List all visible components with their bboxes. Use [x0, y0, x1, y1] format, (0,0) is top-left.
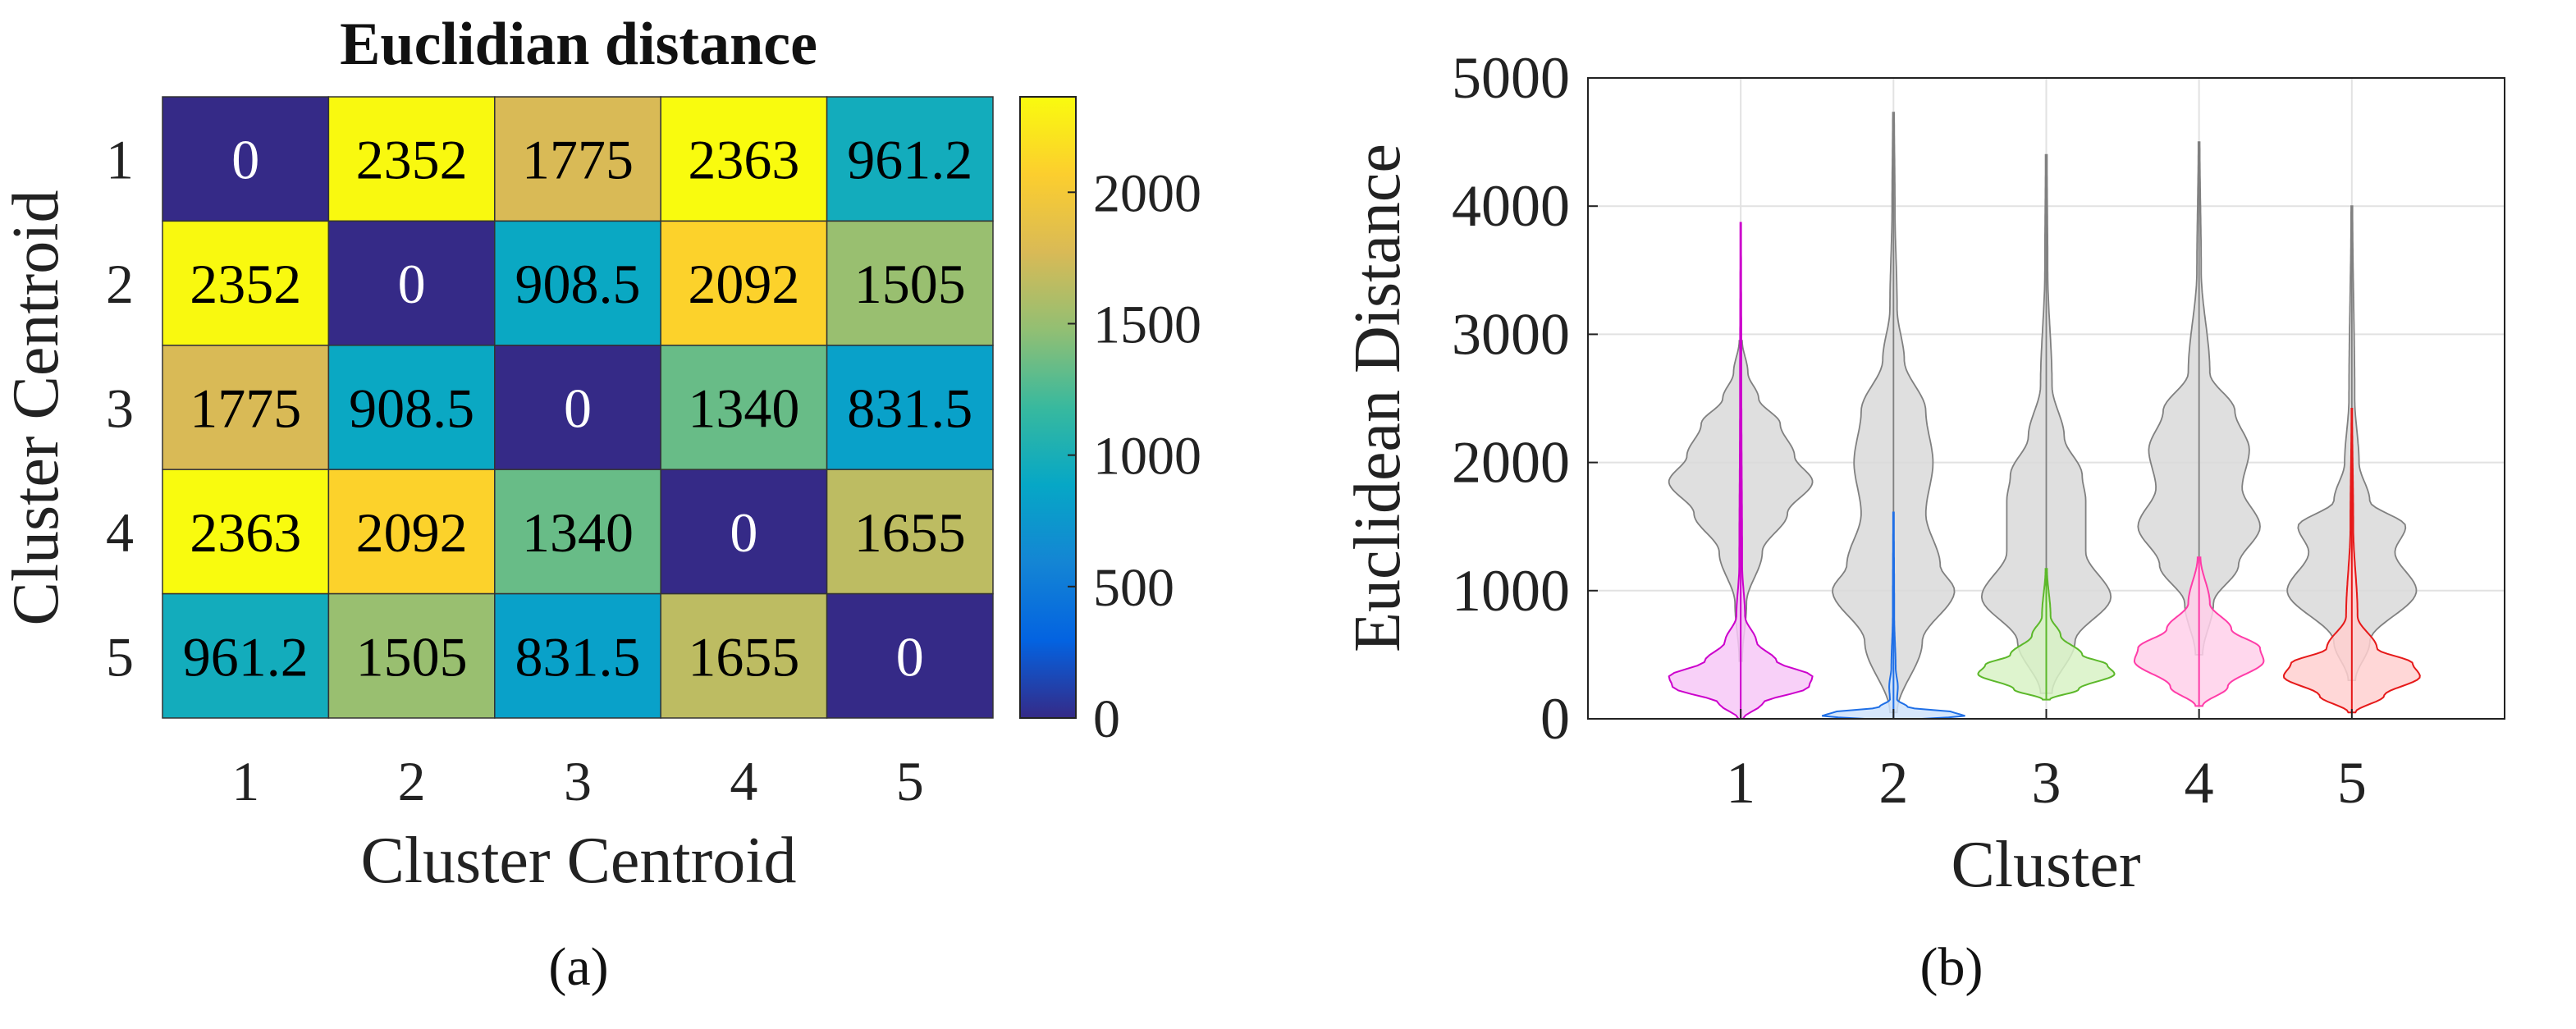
heatmap-y-tick-label: 1	[106, 129, 134, 191]
violin-y-ticks: 0 1000 2000 3000 4000 5000	[1452, 45, 1598, 752]
heatmap-cell-label: 1340	[522, 501, 634, 564]
heatmap-cell	[162, 592, 330, 719]
heatmap-cell	[327, 96, 496, 222]
heatmap-title: Euclidian distance	[340, 11, 817, 78]
heatmap-y-tick-label: 5	[106, 625, 134, 688]
violin-y-tick-label: 2000	[1452, 430, 1570, 496]
heatmap-x-tick-label: 1	[231, 750, 259, 812]
heatmap-cell	[327, 345, 496, 470]
heatmap-cell-label: 1505	[356, 625, 468, 688]
heatmap-cell-label: 961.2	[847, 129, 972, 191]
colorbar-tick-label: 1000	[1093, 427, 1201, 487]
heatmap-cell-label: 1775	[522, 129, 634, 191]
heatmap-cell-labels: 0 2352 1775 2363 961.2 2352 0 908.5 2092 1505 1775…	[183, 129, 973, 688]
heatmap-cell-label: 2363	[688, 129, 799, 191]
colorbar	[1019, 96, 1077, 719]
panel-label-b: (b)	[1920, 937, 1983, 997]
heatmap-cell-label: 831.5	[847, 377, 972, 440]
heatmap-cell-label: 2092	[688, 253, 799, 315]
violin-y-tick-label: 5000	[1452, 45, 1570, 111]
violin-x-tick-label: 1	[1726, 750, 1755, 816]
violin-y-tick-label: 0	[1540, 686, 1570, 752]
heatmap-cell	[826, 220, 994, 346]
heatmap-cell	[327, 469, 496, 595]
colorbar-tick-label: 0	[1093, 689, 1120, 749]
violin-x-tick-label: 4	[2185, 750, 2214, 816]
heatmap-cell-label: 831.5	[515, 625, 641, 688]
heatmap-cell-label: 0	[564, 377, 592, 440]
heatmap-cell-label: 0	[398, 253, 426, 315]
heatmap-cell-label: 1775	[190, 377, 301, 440]
heatmap-y-tick-label: 2	[106, 253, 134, 315]
heatmap-cell-label: 1505	[854, 253, 966, 315]
violins	[1668, 112, 2421, 720]
heatmap-y-ticks: 1 2 3 4 5	[106, 129, 134, 688]
heatmap-cell	[660, 469, 828, 595]
heatmap-cell	[494, 220, 661, 346]
heatmap-x-axis-label: Cluster Centroid	[360, 825, 796, 897]
heatmap-x-tick-label: 5	[896, 750, 924, 812]
heatmap-x-tick-label: 4	[730, 750, 757, 812]
heatmap-x-ticks: 1 2 3 4 5	[231, 750, 924, 812]
violin-x-tick-label: 3	[2032, 750, 2061, 816]
violin-y-tick-label: 3000	[1452, 301, 1570, 367]
heatmap-cell-label: 908.5	[349, 377, 474, 440]
heatmap-y-tick-label: 3	[106, 377, 134, 440]
heatmap-cell	[162, 96, 330, 222]
heatmap-cell-label: 961.2	[183, 625, 309, 688]
heatmap-cell-label: 1340	[688, 377, 799, 440]
heatmap-cell-label: 2363	[190, 501, 301, 564]
heatmap-cell-label: 1655	[688, 625, 799, 688]
panel-label-a: (a)	[548, 937, 608, 997]
heatmap-y-tick-label: 4	[106, 501, 134, 564]
violin-x-tick-label: 5	[2337, 750, 2367, 816]
heatmap-cell	[327, 592, 496, 719]
heatmap-cell	[494, 469, 661, 595]
violin-y-tick-label: 1000	[1452, 558, 1570, 624]
heatmap-cell	[826, 345, 994, 470]
heatmap-cell-label: 2352	[356, 129, 468, 191]
heatmap-cell	[660, 96, 828, 222]
colorbar-tick-label: 500	[1093, 558, 1174, 618]
heatmap-cell	[494, 345, 661, 470]
heatmap-cell-label: 908.5	[515, 253, 641, 315]
heatmap-x-tick-label: 3	[564, 750, 592, 812]
violin-y-tick-label: 4000	[1452, 173, 1570, 239]
heatmap-cell	[826, 592, 994, 719]
violin-y-axis-label: Euclidean Distance	[1342, 144, 1414, 652]
violin-x-tick-label: 2	[1878, 750, 1908, 816]
heatmap-cell	[162, 469, 330, 595]
colorbar-ticks: 0 500 1000 1500 2000	[1068, 163, 1201, 749]
violin-x-axis-label: Cluster	[1951, 829, 2140, 901]
heatmap-y-axis-label: Cluster Centroid	[0, 190, 72, 625]
violin-x-ticks: 1 2 3 4 5	[1726, 709, 2367, 816]
heatmap-cell	[162, 220, 330, 346]
heatmap-cell	[826, 469, 994, 595]
heatmap-cell	[494, 96, 661, 222]
colorbar-tick-label: 1500	[1093, 295, 1201, 354]
heatmap-cell-label: 0	[896, 625, 924, 688]
heatmap-cell-label: 2092	[356, 501, 468, 564]
heatmap-cell-label: 2352	[190, 253, 301, 315]
heatmap-cell-label: 0	[231, 129, 259, 191]
heatmap-cell	[826, 96, 994, 222]
heatmap-cell-label: 0	[730, 501, 757, 564]
heatmap-cell-label: 1655	[854, 501, 966, 564]
heatmap-cell	[494, 592, 661, 719]
heatmap-x-tick-label: 2	[398, 750, 426, 812]
violin-panel: 0 1000 2000 3000 4000 5000 1 2 3 4 5 Cluster Eucl…	[1342, 45, 2505, 997]
heatmap-cell	[660, 345, 828, 470]
heatmap-panel: Euclidian distance 0 2352 1775 2363 961.2235…	[0, 11, 1201, 997]
heatmap-cells	[162, 96, 994, 719]
colorbar-tick-label: 2000	[1093, 163, 1201, 223]
